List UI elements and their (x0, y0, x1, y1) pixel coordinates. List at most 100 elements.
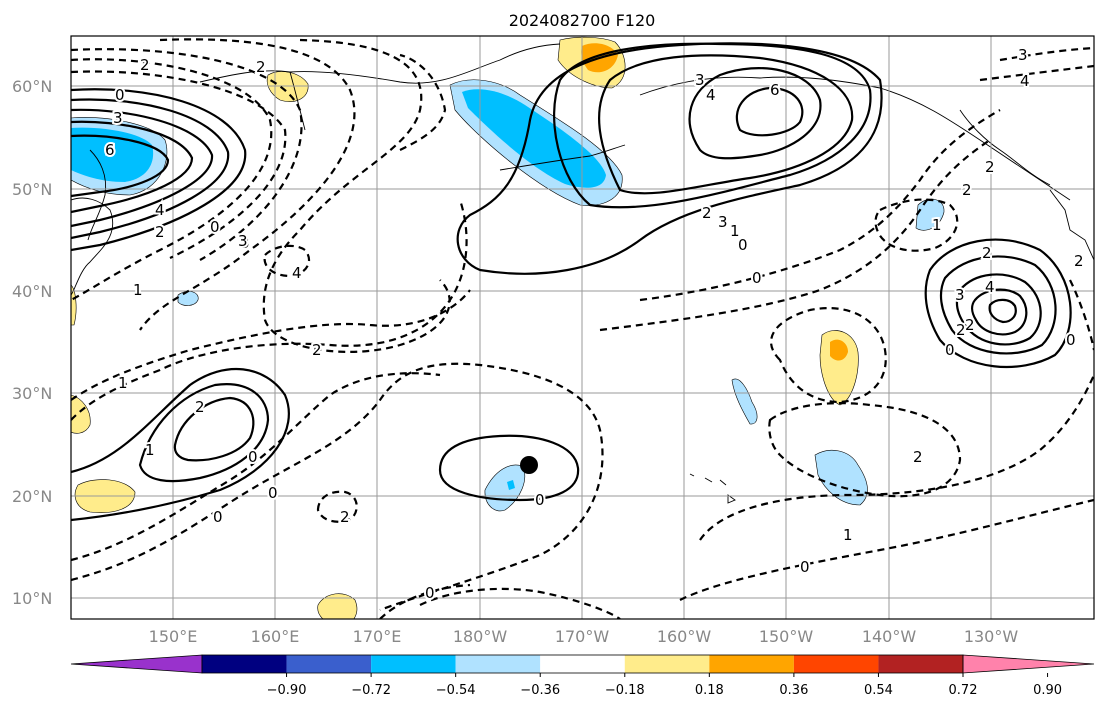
colorbar-segment (793, 655, 879, 673)
contour-label: 3 (695, 71, 705, 89)
colorbar-segment (202, 655, 287, 673)
latitude-labels: 60°N 50°N 40°N 30°N 20°N 10°N (12, 77, 52, 608)
colorbar-segment (624, 655, 710, 673)
lon-label: 180°W (453, 627, 508, 646)
contour-label: 2 (913, 448, 923, 466)
colorbar-tick-label: −0.90 (267, 683, 307, 698)
contour-label: 0 (535, 491, 545, 509)
contour-label: 2 (340, 508, 350, 526)
colorbar-extend-min (70, 654, 203, 674)
contour-label: 2 (702, 204, 712, 222)
contour-label: 6 (105, 141, 115, 159)
contour-labels: 2 0 3 6 4 2 0 3 4 1 2 1 0 2 1 0 2 0 0 2 … (103, 44, 1086, 604)
shade-hawaii-small (731, 378, 758, 425)
lon-label: 170°E (353, 627, 402, 646)
lat-label: 20°N (12, 487, 52, 506)
contour-label: 3 (718, 213, 728, 231)
contour-label: 0 (268, 484, 278, 502)
shade-small-blue-blob (177, 291, 199, 306)
coastlines (71, 43, 1094, 504)
colorbar-tick-label: 0.72 (949, 683, 978, 698)
contour-label: 4 (1020, 72, 1030, 90)
storm-center-marker (520, 456, 538, 474)
colorbar-tick-label: −0.36 (520, 683, 560, 698)
contour-label: 2 (1074, 252, 1084, 270)
contour-label: 2 (956, 321, 966, 339)
contour-label: 0 (945, 341, 955, 359)
contour-label: 0 (1066, 331, 1076, 349)
contour-label: 6 (770, 81, 780, 99)
lon-label: 140°W (862, 627, 917, 646)
lon-label: 160°W (657, 627, 712, 646)
graticule (71, 36, 1094, 619)
contour-label: 1 (145, 441, 155, 459)
contour-label: 0 (752, 269, 762, 287)
contour-label: 2 (312, 341, 322, 359)
map-frame (70, 35, 1095, 620)
contour-label: 2 (982, 244, 992, 262)
contour-label: 4 (292, 264, 302, 282)
contour-label: 0 (248, 448, 258, 466)
colorbar-tick-label: 0.90 (1033, 683, 1062, 698)
contour-label: 3 (955, 286, 965, 304)
lat-label: 60°N (12, 77, 52, 96)
map-panel: 2 0 3 6 4 2 0 3 4 1 2 1 0 2 1 0 2 0 0 2 … (71, 36, 1094, 619)
colorbar-tick-label: −0.54 (436, 683, 476, 698)
colorbar-tick-label: 0.18 (695, 683, 724, 698)
contour-label: 4 (706, 86, 716, 104)
colorbar-tick-label: 0.36 (779, 683, 808, 698)
contour-label: 3 (240, 234, 250, 252)
shade-central-yellow (819, 330, 859, 406)
contour-label: 2 (256, 58, 266, 76)
colorbar: −0.90 −0.72 −0.54 −0.36 −0.18 0.18 0.36 0.54 0.7… (70, 654, 1095, 698)
colorbar-tick-label: 0.54 (864, 683, 893, 698)
lon-label: 130°W (964, 627, 1019, 646)
contour-label: 0 (800, 558, 810, 576)
lat-label: 30°N (12, 384, 52, 403)
colorbar-segment (286, 655, 372, 673)
colorbar-tick-label: −0.72 (351, 683, 391, 698)
colorbar-segment (878, 655, 963, 673)
shade-bering-blue (462, 89, 606, 188)
colorbar-frame (201, 654, 964, 674)
contour-label: 2 (155, 223, 165, 241)
lon-label: 150°W (759, 627, 814, 646)
contour-label: 0 (210, 218, 220, 236)
contour-label: 3 (1018, 46, 1028, 64)
lat-label: 50°N (12, 180, 52, 199)
negative-contours (71, 38, 1094, 619)
shade-central-orange (830, 339, 848, 361)
shade-marker-blue (507, 480, 515, 490)
contour-label: 2 (195, 398, 205, 416)
shade-west-yellow (71, 394, 91, 434)
colorbar-segment (540, 655, 625, 673)
contour-label: 0 (115, 86, 125, 104)
figure-title: 2024082700 F120 (509, 11, 656, 30)
contour-label: 1 (730, 222, 740, 240)
shade-west-yellow-2 (71, 284, 77, 326)
contour-label: 1 (118, 374, 128, 392)
colorbar-extend-max (962, 654, 1095, 674)
contour-label: 1 (133, 281, 143, 299)
contour-label: 4 (155, 201, 165, 219)
shaded-anomalies (71, 36, 945, 619)
contour-label: 0 (738, 236, 748, 254)
colorbar-segment (709, 655, 794, 673)
contour-label: 2 (965, 316, 975, 334)
contour-label: 1 (843, 526, 853, 544)
colorbar-tick-label: −0.18 (605, 683, 645, 698)
contour-label: 2 (140, 56, 150, 74)
colorbar-segment (371, 655, 456, 673)
contour-label: 2 (985, 158, 995, 176)
contour-label: 3 (113, 109, 123, 127)
contour-label: 0 (213, 508, 223, 526)
lat-label: 10°N (12, 589, 52, 608)
lon-label: 160°E (251, 627, 300, 646)
contour-label: 0 (425, 584, 435, 602)
contour-label: 1 (932, 216, 942, 234)
lon-label: 150°E (149, 627, 198, 646)
longitude-labels: 150°E 160°E 170°E 180°W 170°W 160°W 150°… (149, 627, 1019, 646)
colorbar-segment (455, 655, 541, 673)
contour-label: 3 (238, 232, 248, 250)
